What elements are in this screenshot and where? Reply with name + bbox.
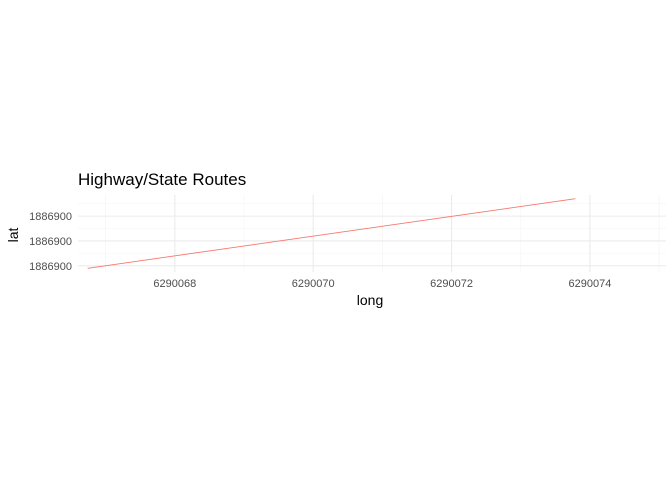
major-gridlines <box>78 195 666 272</box>
minor-gridlines <box>78 195 666 272</box>
x-tick-label: 6290072 <box>430 278 473 290</box>
series-line <box>87 198 576 269</box>
y-axis-tick-labels: 1886900 1886900 1886900 <box>29 211 72 273</box>
y-axis-label: lat <box>5 228 21 243</box>
x-tick-label: 6290074 <box>568 278 611 290</box>
x-axis-tick-labels: 6290068 6290070 6290072 6290074 <box>153 278 611 290</box>
chart-title: Highway/State Routes <box>78 170 246 189</box>
x-tick-label: 6290068 <box>153 278 196 290</box>
x-tick-label: 6290070 <box>292 278 335 290</box>
series-layer <box>87 198 576 269</box>
y-tick-label: 1886900 <box>29 261 72 273</box>
y-tick-label: 1886900 <box>29 236 72 248</box>
y-tick-label: 1886900 <box>29 211 72 223</box>
x-axis-label: long <box>357 292 383 308</box>
